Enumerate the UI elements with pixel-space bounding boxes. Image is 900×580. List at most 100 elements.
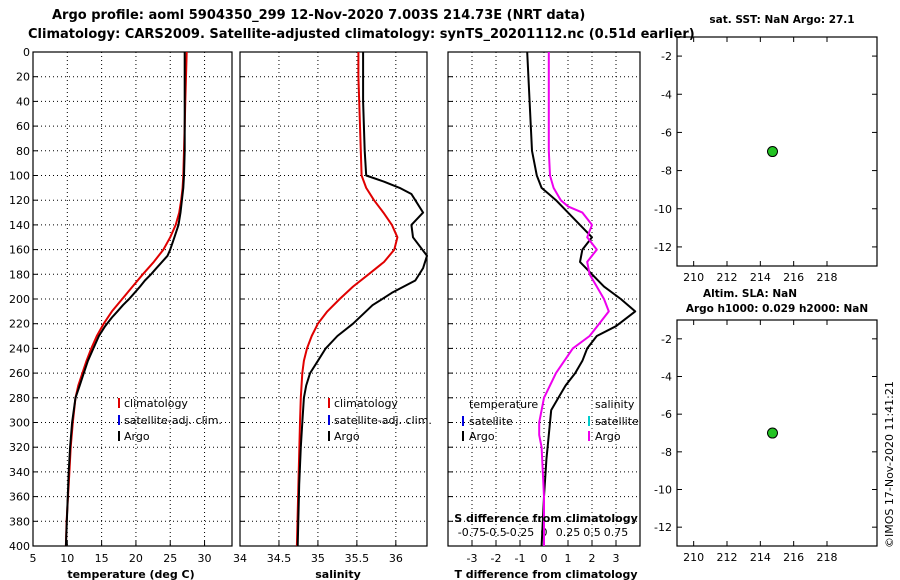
- x-tick-label: 210: [683, 551, 704, 564]
- sst-panel-title: sat. SST: NaN Argo: 27.1: [709, 14, 854, 26]
- x-tick-label: 218: [817, 271, 838, 284]
- y-tick-label: 240: [9, 342, 30, 355]
- sla-panel-title-line1: Altim. SLA: NaN: [703, 288, 797, 300]
- legend-climatology-label: climatology: [334, 397, 398, 410]
- x-tick-label: 210: [683, 271, 704, 284]
- legend-salinity-satellite-label: satellite: [595, 415, 639, 428]
- figure-title-line2: Climatology: CARS2009. Satellite-adjuste…: [28, 27, 695, 42]
- x-tick-label: 0: [541, 552, 548, 565]
- sla-location-panel: -2 -4 -6 -8 -10 -12 210 212 214 216 218: [654, 319, 878, 564]
- x-tick-label: 15: [95, 552, 109, 565]
- x-tick-label: 216: [783, 271, 804, 284]
- x-tick-label: 25: [163, 552, 177, 565]
- difference-top-axis-label: S difference from climatology: [454, 512, 638, 525]
- difference-series-salinity-argo: [538, 52, 610, 546]
- salinity-legend: climatology satellite-adj. clim. Argo: [328, 397, 432, 443]
- y-tick-label: 20: [16, 71, 30, 84]
- y-tick-label: 400: [9, 540, 30, 553]
- x-tick-label: -1: [515, 552, 526, 565]
- y-tick-label: 320: [9, 441, 30, 454]
- y-tick-label: 360: [9, 491, 30, 504]
- legend-temperature-argo-label: Argo: [469, 430, 495, 443]
- y-tick-label: 180: [9, 268, 30, 281]
- difference-legend: temperature satellite Argo salinity sate…: [462, 398, 639, 443]
- y-tick-label: -6: [661, 408, 672, 421]
- x-tick-label: 34.5: [267, 552, 292, 565]
- x-tick-label: 35: [311, 552, 325, 565]
- legend-temperature-satellite-label: satellite: [469, 415, 513, 428]
- y-tick-label: -4: [661, 88, 672, 101]
- y-tick-label: 100: [9, 170, 30, 183]
- y-tick-label: -8: [661, 446, 672, 459]
- legend-salinity-argo-label: Argo: [595, 430, 621, 443]
- y-tick-label: 380: [9, 515, 30, 528]
- top-tick-label: 0.75: [604, 526, 629, 539]
- argo-location-marker: [767, 146, 778, 158]
- x-tick-label: 5: [30, 552, 37, 565]
- x-tick-label: 1: [565, 552, 572, 565]
- y-tick-label: -2: [661, 50, 672, 63]
- x-tick-label: 218: [817, 551, 838, 564]
- salinity-series-climatology: [295, 52, 399, 547]
- legend-argo-label: Argo: [124, 430, 150, 443]
- temperature-xlabel: temperature (deg C): [67, 568, 194, 580]
- y-tick-label: -6: [661, 126, 672, 139]
- y-tick-label: -10: [654, 484, 672, 497]
- x-tick-label: 2: [589, 552, 596, 565]
- y-tick-label: -12: [654, 241, 672, 254]
- difference-series-temperature-argo: [526, 51, 637, 547]
- y-tick-label: 220: [9, 318, 30, 331]
- sst-location-panel: -2 -4 -6 -8 -10 -12 210 212 214 216 218: [654, 36, 878, 284]
- temperature-series-climatology: [64, 51, 188, 547]
- y-tick-label: 280: [9, 392, 30, 405]
- x-tick-label: 212: [717, 271, 738, 284]
- y-tick-label: 40: [16, 95, 30, 108]
- sla-panel-title-line2: Argo h1000: 0.029 h2000: NaN: [686, 303, 868, 315]
- x-tick-label: 20: [129, 552, 143, 565]
- x-tick-label: 10: [60, 552, 74, 565]
- credit-timestamp: ©IMOS 17-Nov-2020 11:41:21: [883, 381, 896, 548]
- temperature-legend: climatology satellite-adj. clim. Argo: [118, 397, 222, 443]
- y-tick-label: 300: [9, 417, 30, 430]
- y-tick-label: -2: [661, 333, 672, 346]
- top-tick-label: 0.25: [556, 526, 581, 539]
- salinity-series-argo: [296, 52, 428, 547]
- y-tick-label: 120: [9, 194, 30, 207]
- x-tick-label: 214: [750, 551, 771, 564]
- x-tick-label: 34: [233, 552, 247, 565]
- x-tick-label: 35.5: [345, 552, 370, 565]
- temperature-panel: 5 10 15 20 25 3002040608010012014016018020022…: [9, 46, 233, 565]
- y-tick-label: -12: [654, 521, 672, 534]
- difference-xlabel: T difference from climatology: [454, 568, 637, 580]
- y-tick-label: -10: [654, 203, 672, 216]
- temperature-series-argo: [64, 52, 186, 547]
- argo-location-marker: [767, 427, 778, 439]
- y-tick-label: 200: [9, 293, 30, 306]
- figure-title-line1: Argo profile: aoml 5904350_299 12-Nov-20…: [52, 8, 585, 23]
- y-tick-label: -4: [661, 371, 672, 384]
- x-tick-label: -3: [467, 552, 478, 565]
- top-tick-label: 0.5: [583, 526, 601, 539]
- y-tick-label: 0: [23, 46, 30, 59]
- salinity-panel: 34 34.5 35 35.5 36: [233, 51, 428, 565]
- sla_location-plot-frame: [676, 319, 878, 547]
- x-tick-label: -2: [491, 552, 502, 565]
- sst_location-plot-frame: [676, 36, 878, 267]
- y-tick-label: 140: [9, 219, 30, 232]
- salinity-xlabel: salinity: [315, 568, 361, 580]
- x-tick-label: 212: [717, 551, 738, 564]
- legend-argo-label: Argo: [334, 430, 360, 443]
- top-tick-label: -0.5: [485, 526, 506, 539]
- y-tick-label: 80: [16, 145, 30, 158]
- legend-temperature-heading: temperature: [469, 398, 538, 411]
- difference-panel: -3 -2 -1 0 1 2 3-0.75 -0.5 -0.25 0 0.25 0.5 0.75: [447, 51, 641, 565]
- legend-climatology-label: climatology: [124, 397, 188, 410]
- y-tick-label: 260: [9, 367, 30, 380]
- y-tick-label: 160: [9, 244, 30, 257]
- legend-salinity-heading: salinity: [595, 398, 635, 411]
- top-tick-label: -0.75: [458, 526, 486, 539]
- top-tick-label: -0.25: [506, 526, 534, 539]
- x-tick-label: 36: [389, 552, 403, 565]
- y-tick-label: -8: [661, 165, 672, 178]
